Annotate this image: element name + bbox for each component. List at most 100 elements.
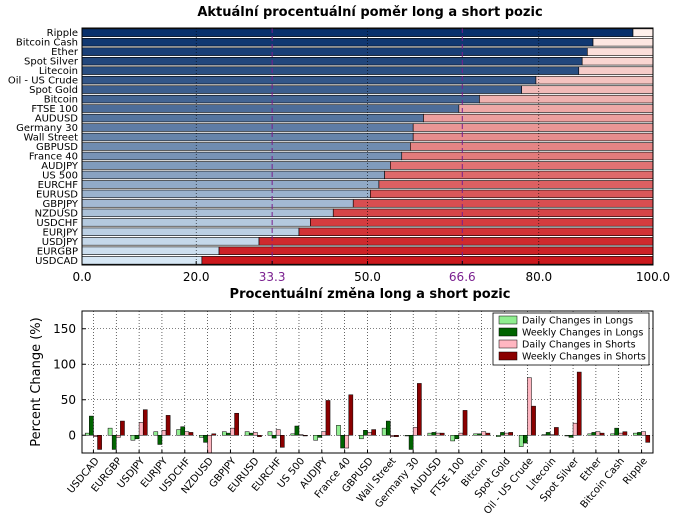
category-label: Spot Silver xyxy=(24,57,79,68)
change-bar xyxy=(89,415,94,436)
change-bar xyxy=(336,425,341,436)
legend-label: Weekly Changes in Longs xyxy=(522,328,643,339)
change-bar xyxy=(587,433,593,436)
x-tick-label: 20.0 xyxy=(183,270,210,284)
short-bar xyxy=(332,208,654,218)
category-label: EURUSD xyxy=(36,189,78,200)
y-tick-label: 100 xyxy=(53,357,76,371)
change-bar xyxy=(417,383,422,436)
change-bar xyxy=(298,434,304,436)
category-label: EURCHF xyxy=(38,180,79,191)
change-bar xyxy=(545,432,551,436)
long-bar xyxy=(81,113,424,123)
change-bar xyxy=(404,435,410,437)
change-bar xyxy=(244,431,250,436)
change-bar xyxy=(576,371,582,436)
long-bar xyxy=(81,104,460,113)
long-bar xyxy=(81,151,403,161)
change-bar xyxy=(234,412,239,436)
change-bar xyxy=(302,435,308,437)
category-label: Ripple xyxy=(47,28,78,39)
change-bar xyxy=(180,426,186,436)
short-bar xyxy=(410,142,654,151)
change-bar xyxy=(203,435,208,443)
change-bar xyxy=(97,435,102,450)
x-tick-label: 0.0 xyxy=(72,270,91,284)
category-label: Litecoin xyxy=(39,66,78,77)
change-bar xyxy=(462,410,468,436)
long-bar xyxy=(81,66,580,75)
change-bar xyxy=(591,432,597,436)
change-bar xyxy=(267,431,273,436)
long-bar xyxy=(81,75,537,85)
change-bar xyxy=(371,429,376,436)
change-bar xyxy=(523,435,528,444)
change-bar xyxy=(176,429,181,436)
change-bar xyxy=(458,432,464,436)
short-bar xyxy=(587,47,654,56)
long-bar xyxy=(81,47,588,56)
change-bar xyxy=(595,431,601,436)
change-bar xyxy=(412,427,418,436)
change-bar xyxy=(435,432,441,436)
change-bar xyxy=(485,432,491,436)
long-bar xyxy=(81,227,300,237)
long-bar xyxy=(81,218,311,227)
change-bar xyxy=(454,435,460,440)
long-bar xyxy=(81,38,594,47)
change-bar xyxy=(207,435,212,454)
change-bar xyxy=(321,431,327,436)
change-bar xyxy=(290,433,296,436)
change-bar xyxy=(645,435,651,443)
change-bar xyxy=(549,434,555,436)
change-bar xyxy=(637,432,642,436)
long-bar xyxy=(81,246,220,255)
change-bar xyxy=(184,431,190,436)
change-bar xyxy=(568,435,574,438)
change-bar xyxy=(116,435,121,438)
change-bar xyxy=(157,435,163,445)
legend-box xyxy=(492,312,650,366)
change-bar xyxy=(280,435,285,448)
change-bar xyxy=(500,432,505,436)
change-bar xyxy=(317,435,323,438)
change-bar xyxy=(381,427,387,436)
category-label: FTSE 100 xyxy=(31,104,78,115)
change-bar xyxy=(348,394,354,436)
category-label: Bitcoin Cash xyxy=(16,38,78,49)
change-bar xyxy=(541,434,547,436)
top-chart-title: Aktuální procentuální poměr long a short… xyxy=(197,5,542,20)
change-bar xyxy=(427,432,433,436)
short-bar xyxy=(412,123,654,132)
short-bar xyxy=(218,246,654,255)
y-tick-label: 150 xyxy=(53,322,76,336)
change-bar xyxy=(367,432,372,436)
change-bar xyxy=(344,435,350,449)
short-bar xyxy=(521,85,654,94)
short-bar xyxy=(201,256,654,265)
x-tick-label: 66.6 xyxy=(449,270,476,284)
change-bar xyxy=(275,429,281,436)
category-label: USDJPY xyxy=(42,237,79,248)
category-label: Oil - US Crude xyxy=(8,76,78,87)
long-bar xyxy=(81,208,334,218)
category-label: AUDJPY xyxy=(41,161,79,172)
category-label: EURJPY xyxy=(43,227,79,238)
long-bar xyxy=(81,142,411,151)
category-label: France 40 xyxy=(29,151,78,162)
change-bar xyxy=(518,435,524,447)
short-bar xyxy=(458,104,654,113)
change-bar xyxy=(257,435,262,437)
change-bar xyxy=(161,430,167,436)
change-bar xyxy=(564,435,570,437)
x-tick-label: 50.0 xyxy=(354,270,381,284)
change-bar xyxy=(394,435,399,437)
short-bar xyxy=(258,237,654,246)
short-bar xyxy=(352,199,654,208)
long-bar xyxy=(81,189,371,199)
category-label: AUDUSD xyxy=(35,114,79,125)
short-bar xyxy=(578,66,654,75)
legend-swatch xyxy=(498,327,518,337)
long-bar xyxy=(81,170,385,180)
